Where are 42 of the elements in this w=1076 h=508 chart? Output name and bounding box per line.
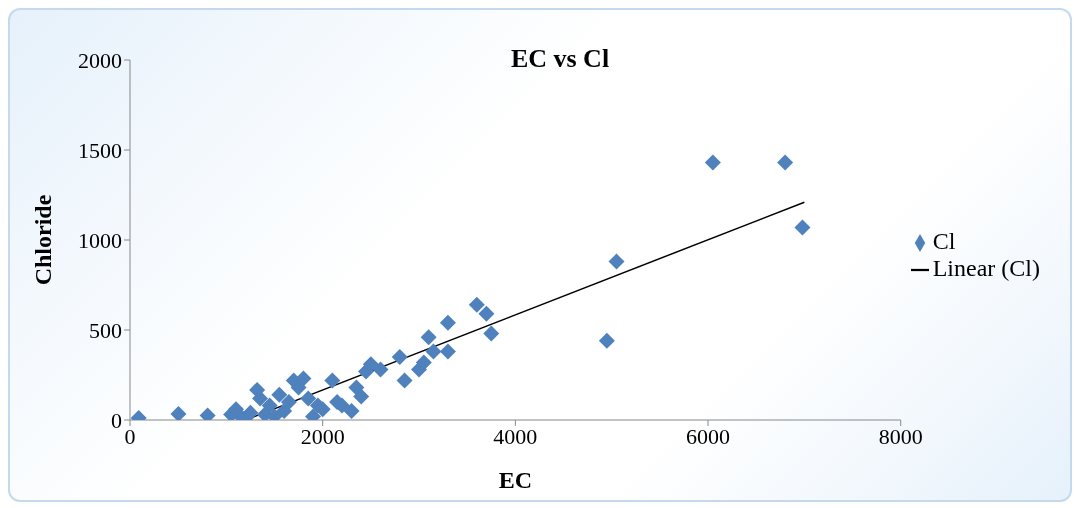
point	[252, 390, 269, 407]
y-tick-label: 0	[111, 407, 122, 433]
point	[415, 354, 432, 371]
point	[170, 405, 187, 420]
point	[425, 343, 442, 360]
chart-title: EC vs Cl	[510, 44, 610, 73]
legend-label: Linear (Cl)	[932, 255, 1040, 281]
point	[608, 253, 625, 270]
point	[295, 370, 312, 387]
point	[372, 361, 389, 378]
point	[362, 356, 379, 373]
point	[324, 372, 341, 389]
y-tick-label: 1500	[78, 137, 122, 163]
point	[261, 397, 278, 414]
point	[242, 404, 259, 420]
point	[353, 388, 370, 405]
point	[420, 329, 437, 346]
y-tick-label: 2000	[78, 47, 122, 73]
point	[704, 154, 721, 171]
point	[271, 386, 288, 403]
point	[300, 390, 317, 407]
x-tick-label: 6000	[686, 423, 731, 449]
x-axis-title: EC	[498, 467, 533, 493]
y-axis-title: Chloride	[29, 194, 56, 286]
point	[468, 296, 485, 313]
point	[478, 305, 495, 322]
y-tick-label: 1000	[78, 227, 122, 253]
point	[343, 403, 360, 419]
point	[396, 372, 413, 389]
x-tick-label: 4000	[493, 423, 538, 449]
legend-label: Cl	[932, 228, 956, 254]
y-tick-label: 500	[89, 317, 122, 343]
point	[777, 154, 794, 171]
point	[483, 325, 500, 342]
point	[280, 394, 297, 410]
x-tick-label: 2000	[300, 423, 345, 449]
point	[598, 332, 615, 349]
point	[439, 314, 456, 331]
x-tick-label: 8000	[878, 423, 923, 449]
point	[391, 349, 408, 365]
point	[439, 343, 456, 360]
point	[794, 219, 811, 236]
